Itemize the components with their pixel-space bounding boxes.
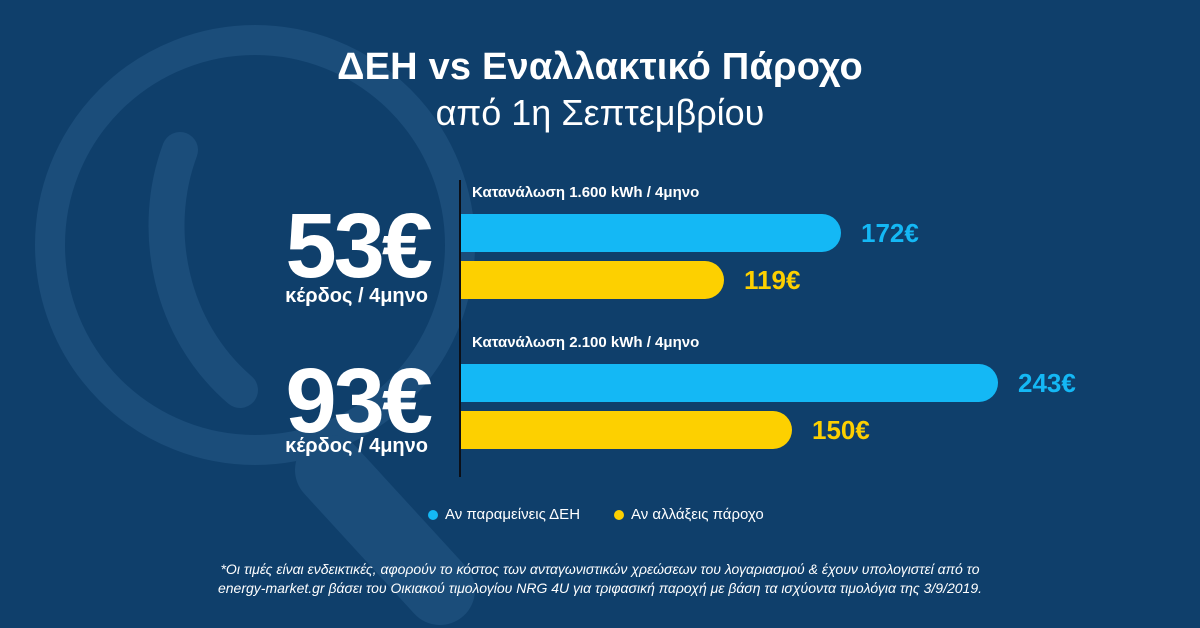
- legend-marker-deh: [428, 510, 438, 520]
- savings-caption-2: κέρδος / 4μηνο: [285, 435, 428, 457]
- bar-value-alt-2100: 150€: [812, 415, 870, 445]
- savings-amount-2: 93€: [285, 350, 433, 452]
- legend-label-deh: Αν παραμείνεις ΔΕΗ: [445, 506, 581, 523]
- chart-axis-line: [459, 180, 461, 477]
- savings-amount-1: 53€: [285, 195, 433, 297]
- category-label-1: Κατανάλωση 1.600 kWh / 4μηνο: [472, 184, 700, 201]
- bar-value-alt-1600: 119€: [744, 265, 801, 295]
- bar-alt-2100: [461, 411, 792, 449]
- footnote: *Οι τιμές είναι ενδεικτικές, αφορούν το …: [100, 560, 1100, 598]
- legend-label-alt: Αν αλλάξεις πάροχο: [631, 506, 764, 523]
- bar-deh-1600: [461, 214, 841, 252]
- chart-subtitle: από 1η Σεπτεμβρίου: [435, 92, 765, 133]
- bar-value-deh-1600: 172€: [861, 218, 919, 248]
- savings-caption-1: κέρδος / 4μηνο: [285, 285, 428, 307]
- bar-alt-1600: [461, 261, 724, 299]
- category-label-2: Κατανάλωση 2.100 kWh / 4μηνο: [472, 334, 700, 351]
- chart-title: ΔΕΗ vs Εναλλακτικό Πάροχο: [337, 46, 863, 88]
- footnote-line-2: energy-market.gr βάσει του Οικιακού τιμο…: [217, 580, 983, 596]
- legend-marker-alt: [614, 510, 624, 520]
- footnote-line-1: *Οι τιμές είναι ενδεικτικές, αφορούν το …: [220, 561, 980, 577]
- bar-deh-2100: [461, 364, 998, 402]
- bar-value-deh-2100: 243€: [1018, 368, 1076, 398]
- chart-legend: Αν παραμείνεις ΔΕΗ Αν αλλάξεις πάροχο: [0, 505, 1200, 525]
